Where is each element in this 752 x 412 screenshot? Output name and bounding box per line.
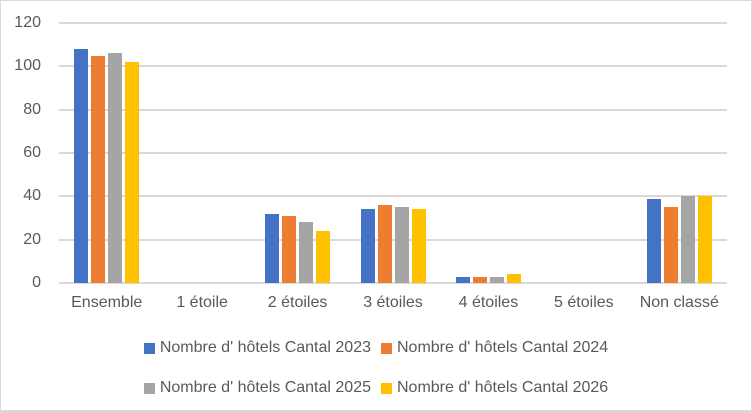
legend-row: Nombre d' hôtels Cantal 2023 Nombre d' hô… — [143, 339, 608, 357]
bar-series1-3-étoiles — [360, 209, 375, 283]
gridline — [59, 195, 727, 198]
y-tick-label: 120 — [14, 14, 41, 31]
x-category-label: 2 étoiles — [267, 294, 328, 311]
bar-series4-4-étoiles — [506, 274, 521, 283]
bar-series3-4-étoiles — [489, 276, 504, 283]
y-tick-label: 20 — [23, 230, 41, 248]
bar-series1-2-étoiles — [265, 213, 280, 283]
legend-marker-icon — [381, 382, 392, 394]
legend-row: Nombre d' hôtels Cantal 2025 Nombre d' hô… — [143, 379, 608, 397]
x-category-label: 3 étoiles — [363, 294, 423, 311]
legend-item: Nombre d' hôtels Cantal 2026 — [381, 379, 608, 397]
gridline — [59, 65, 727, 68]
y-tick-label: 100 — [14, 57, 41, 75]
y-tick-label: 0 — [32, 274, 41, 291]
plot-area — [59, 22, 727, 284]
legend-marker-icon — [143, 342, 155, 354]
x-category-label: 4 étoiles — [458, 294, 519, 311]
bar-series2-4-étoiles — [472, 276, 487, 283]
bar-series2-3-étoiles — [377, 205, 392, 283]
bar-series1-4-étoiles — [455, 276, 470, 283]
bar-series2-non-classé — [663, 207, 678, 283]
legend-item: Nombre d' hôtels Cantal 2024 — [381, 339, 608, 357]
bar-series1-non-classé — [646, 198, 661, 283]
gridline — [59, 108, 727, 111]
bar-series4-3-étoiles — [411, 209, 426, 283]
legend-item: Nombre d' hôtels Cantal 2025 — [143, 379, 371, 397]
bar-series3-2-étoiles — [299, 222, 314, 283]
bar-series3-ensemble — [108, 53, 123, 283]
legend-label: Nombre d' hôtels Cantal 2024 — [397, 339, 609, 356]
legend: Nombre d' hôtels Cantal 2023 Nombre d' hô… — [1, 339, 751, 397]
bar-series4-2-étoiles — [316, 231, 331, 283]
gridline — [59, 282, 727, 284]
bar-series3-3-étoiles — [394, 207, 409, 283]
y-tick-label: 60 — [23, 144, 41, 161]
bar-series3-non-classé — [680, 196, 695, 283]
legend-marker-icon — [143, 382, 155, 394]
bar-series2-2-étoiles — [282, 215, 297, 283]
x-category-label: 5 étoiles — [554, 294, 614, 311]
bar-series4-ensemble — [125, 62, 140, 283]
x-category-label: Ensemble — [71, 294, 143, 311]
bar-series2-ensemble — [91, 55, 106, 283]
legend-marker-icon — [381, 342, 392, 354]
bar-series4-non-classé — [697, 196, 712, 283]
gridline — [59, 152, 727, 154]
y-tick-label: 80 — [23, 100, 41, 118]
legend-label: Nombre d' hôtels Cantal 2026 — [397, 379, 609, 396]
legend-label: Nombre d' hôtels Cantal 2023 — [159, 339, 371, 356]
bar-series1-ensemble — [74, 49, 89, 283]
x-category-label: Non classé — [639, 294, 719, 311]
legend-item: Nombre d' hôtels Cantal 2023 — [143, 339, 371, 357]
gridline — [59, 22, 727, 24]
x-category-label: 1 étoile — [176, 294, 228, 311]
y-tick-label: 40 — [23, 187, 41, 205]
gridline — [59, 238, 727, 241]
legend-label: Nombre d' hôtels Cantal 2025 — [159, 379, 371, 396]
